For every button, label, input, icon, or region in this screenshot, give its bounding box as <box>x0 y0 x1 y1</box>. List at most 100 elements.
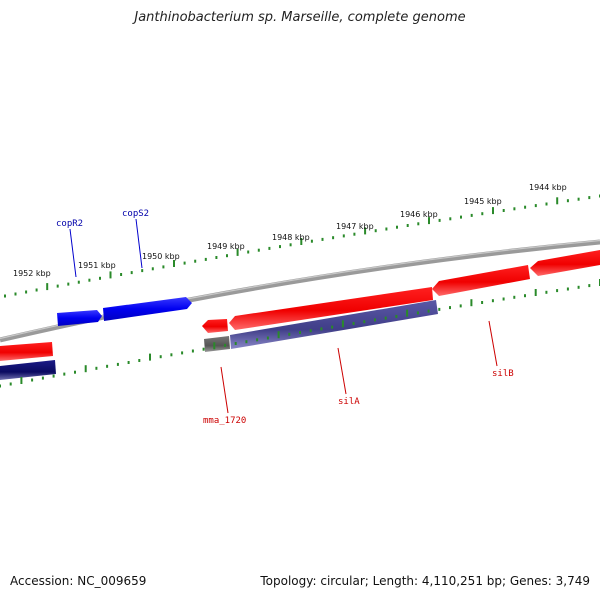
minor-tick <box>202 347 205 351</box>
gene-silA-upper[interactable] <box>229 287 433 330</box>
accession-text: Accession: NC_009659 <box>10 574 147 588</box>
minor-tick <box>256 338 259 342</box>
minor-tick <box>14 292 17 296</box>
minor-tick <box>257 248 260 252</box>
minor-tick <box>170 353 173 357</box>
minor-tick <box>130 271 133 275</box>
minor-tick <box>363 320 366 324</box>
major-tick <box>406 309 409 317</box>
minor-tick <box>513 207 516 211</box>
minor-tick <box>438 307 441 311</box>
minor-tick <box>95 366 98 370</box>
minor-tick <box>374 318 376 322</box>
minor-tick <box>299 331 301 334</box>
minor-tick <box>566 199 569 203</box>
minor-tick <box>88 278 91 282</box>
gene-label-silB: silB <box>492 369 514 379</box>
major-tick <box>556 197 559 205</box>
minor-tick <box>194 259 197 263</box>
minor-tick <box>41 376 44 380</box>
minor-tick <box>331 325 334 329</box>
minor-tick <box>374 229 377 233</box>
major-tick <box>84 365 87 373</box>
tick-label: 1949 kbp <box>207 242 245 251</box>
major-tick <box>109 271 112 279</box>
tick-label: 1952 kbp <box>13 269 51 278</box>
major-tick <box>428 217 430 225</box>
minor-tick <box>470 213 473 217</box>
major-tick <box>46 283 49 291</box>
minor-tick <box>427 309 430 313</box>
gene-red-right[interactable] <box>530 250 600 276</box>
minor-tick <box>577 285 580 289</box>
minor-tick <box>162 265 165 269</box>
tick-label: 1950 kbp <box>142 252 180 261</box>
genome-summary: Topology: circular; Length: 4,110,251 bp… <box>260 574 590 588</box>
minor-tick <box>138 359 141 362</box>
tick-label: 1946 kbp <box>400 210 438 219</box>
minor-tick <box>191 349 194 353</box>
minor-tick <box>289 243 292 247</box>
minor-tick <box>502 297 505 301</box>
gene-mma-1720[interactable] <box>204 336 230 352</box>
gene-label-silA: silA <box>338 397 360 407</box>
minor-tick <box>247 250 250 254</box>
major-tick <box>364 227 367 235</box>
minor-tick <box>268 246 271 250</box>
gene-silA[interactable] <box>230 300 438 349</box>
minor-tick <box>234 342 237 345</box>
minor-tick <box>352 322 355 325</box>
minor-tick <box>25 290 28 294</box>
tick-label: 1951 kbp <box>78 261 116 270</box>
gene-silB-upper[interactable] <box>432 265 530 296</box>
gene-red-left[interactable] <box>0 342 53 361</box>
minor-tick <box>396 225 398 229</box>
gene-label-copS2: copS2 <box>122 209 149 219</box>
minor-tick <box>35 288 38 292</box>
minor-tick <box>56 284 59 288</box>
minor-tick <box>309 329 312 333</box>
minor-tick <box>417 222 420 226</box>
minor-tick <box>481 301 484 304</box>
minor-tick <box>181 351 184 355</box>
minor-tick <box>502 209 505 212</box>
minor-tick <box>513 295 516 299</box>
minor-tick <box>320 327 323 331</box>
gene-label-copR2: copR2 <box>56 219 83 229</box>
major-tick <box>149 353 151 361</box>
major-tick <box>470 299 473 307</box>
minor-tick <box>491 299 494 303</box>
minor-tick <box>31 378 34 382</box>
minor-tick <box>384 316 387 320</box>
tick-label: 1948 kbp <box>272 233 310 242</box>
minor-tick <box>159 355 162 359</box>
minor-tick <box>245 340 248 344</box>
major-tick <box>20 377 23 384</box>
minor-tick <box>266 336 269 340</box>
minor-tick <box>556 289 559 293</box>
minor-tick <box>353 232 356 236</box>
minor-tick <box>395 314 398 318</box>
gene-mma-1719[interactable] <box>202 319 228 333</box>
minor-tick <box>332 236 335 240</box>
minor-tick <box>545 202 548 206</box>
minor-tick <box>342 234 345 238</box>
minor-tick <box>449 217 452 221</box>
tick-labels: 1952 kbp 1951 kbp 1950 kbp 1949 kbp 1948 kbp… <box>13 183 567 278</box>
minor-tick <box>481 212 484 216</box>
tick-label: 1945 kbp <box>464 197 502 206</box>
major-tick <box>341 320 344 328</box>
minor-tick <box>52 374 55 378</box>
minor-tick <box>116 362 119 366</box>
gene-copS2[interactable] <box>103 297 192 321</box>
tick-ring-bottom <box>0 279 600 388</box>
minor-tick <box>406 224 409 227</box>
gene-navy-left[interactable] <box>0 360 56 380</box>
minor-tick <box>204 257 207 261</box>
minor-tick <box>385 227 388 231</box>
minor-tick <box>588 284 591 288</box>
major-tick <box>277 331 280 339</box>
gene-copR2[interactable] <box>57 310 102 326</box>
major-tick <box>534 289 537 296</box>
